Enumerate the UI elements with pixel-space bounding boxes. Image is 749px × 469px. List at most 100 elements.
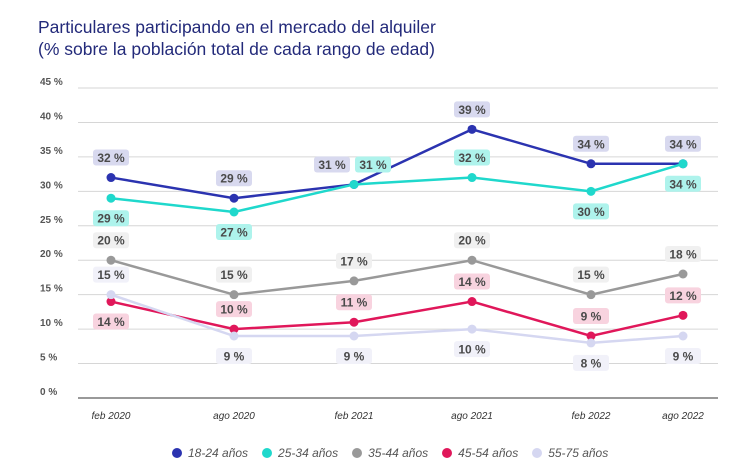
series-line [110, 300, 684, 338]
data-label-bg [93, 210, 129, 227]
data-label-bg [573, 203, 609, 220]
data-label: 15 % [216, 266, 252, 283]
data-label-text: 31 % [318, 158, 346, 172]
series-55-75-años [106, 290, 688, 348]
data-point [349, 276, 359, 286]
data-label: 20 % [93, 232, 129, 249]
data-label-text: 9 % [581, 310, 602, 324]
data-label-bg [665, 246, 701, 262]
data-label: 34 % [573, 135, 609, 152]
x-tick-label: feb 2020 [92, 411, 131, 422]
data-label-text: 39 % [458, 103, 486, 117]
data-point [106, 297, 116, 307]
data-label-bg [336, 294, 372, 311]
data-point [106, 255, 116, 265]
data-label-text: 34 % [577, 137, 605, 151]
legend-item: 45-54 años [442, 446, 518, 460]
data-point [106, 290, 116, 300]
data-label-text: 15 % [577, 268, 605, 282]
data-label-text: 8 % [581, 356, 602, 370]
data-label-bg [665, 135, 701, 152]
data-label-bg [573, 266, 609, 283]
data-label-text: 31 % [359, 158, 387, 172]
data-label: 30 % [573, 203, 609, 220]
legend-label: 45-54 años [458, 446, 519, 460]
data-label-text: 30 % [577, 205, 605, 219]
data-label-text: 18 % [669, 248, 697, 262]
x-tick-label: ago 2021 [451, 411, 493, 422]
data-point [229, 193, 239, 203]
y-tick-label: 30 % [40, 180, 63, 191]
data-label-bg [355, 156, 391, 173]
data-point [467, 173, 477, 183]
data-point [678, 159, 688, 169]
y-tick-label: 20 % [40, 249, 63, 260]
data-label: 32 % [454, 149, 490, 166]
data-label: 15 % [573, 266, 609, 283]
data-label: 32 % [93, 149, 129, 166]
data-label: 39 % [454, 101, 490, 118]
legend-item: 25-34 años [262, 446, 338, 460]
data-label: 34 % [665, 135, 701, 152]
legend-label: 35-44 años [368, 446, 429, 460]
data-label-bg [454, 273, 490, 290]
y-tick-label: 45 % [40, 77, 63, 88]
legend-marker-icon [262, 448, 273, 458]
data-label-text: 9 % [673, 350, 694, 364]
data-point [349, 179, 359, 189]
data-point [678, 310, 688, 320]
data-label-bg [93, 313, 129, 330]
data-label-bg [336, 252, 372, 269]
y-tick-label: 10 % [40, 318, 63, 329]
series-35-44-años [106, 255, 688, 300]
data-label-bg [665, 287, 701, 304]
x-tick-label: feb 2021 [335, 411, 374, 422]
data-label: 27 % [216, 224, 252, 240]
legend: 18-24 años 25-34 años 35-44 años 45-54 años… [172, 446, 608, 460]
y-tick-label: 25 % [40, 215, 63, 226]
legend-label: 25-34 años [278, 446, 339, 460]
data-label: 34 % [665, 175, 701, 192]
title-line: Particulares participando en el mercado … [38, 17, 436, 37]
data-label-text: 17 % [340, 254, 368, 268]
data-label: 9 % [216, 348, 252, 364]
data-label-bg [454, 341, 490, 358]
data-label-bg [454, 149, 490, 166]
data-label: 12 % [665, 287, 701, 304]
data-label-bg [93, 266, 129, 283]
chart-title: Particulares participando en el mercado … [38, 16, 436, 60]
legend-marker-icon [172, 448, 182, 458]
data-point [229, 331, 239, 341]
data-point [349, 331, 359, 341]
data-label-bg [216, 348, 252, 364]
data-label-bg [665, 175, 701, 192]
data-label: 15 % [93, 266, 129, 283]
data-point [586, 186, 596, 196]
data-point [586, 331, 596, 341]
series-line [110, 128, 683, 200]
data-label-text: 32 % [97, 151, 125, 165]
data-label-text: 9 % [344, 350, 365, 364]
data-label-bg [216, 266, 252, 283]
data-label-bg [216, 224, 252, 240]
data-label-bg [573, 354, 609, 371]
data-label-bg [665, 348, 701, 364]
data-label: 31 % [314, 156, 350, 173]
y-tick-label: 5 % [40, 353, 57, 364]
data-point [586, 159, 596, 169]
y-tick-label: 40 % [40, 111, 63, 122]
data-label: 31 % [355, 156, 391, 173]
data-label-text: 9 % [224, 350, 245, 364]
legend-marker-icon [352, 448, 363, 458]
data-label-bg [573, 308, 609, 324]
data-point [106, 173, 116, 183]
x-tick-label: ago 2022 [662, 411, 704, 422]
data-point [229, 324, 239, 334]
legend-label: 55-75 años [548, 446, 609, 460]
data-label-text: 14 % [97, 315, 125, 329]
data-label: 20 % [454, 232, 490, 249]
data-label-text: 10 % [220, 303, 248, 317]
data-label: 9 % [573, 308, 609, 324]
data-point [467, 297, 477, 307]
